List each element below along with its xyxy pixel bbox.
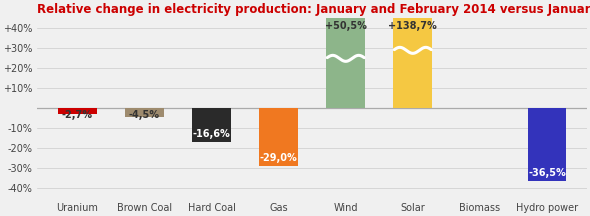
Bar bbox=[192, 108, 231, 141]
Text: +50,5%: +50,5% bbox=[324, 21, 366, 31]
Bar bbox=[527, 108, 566, 181]
Bar bbox=[394, 0, 432, 108]
Text: -2,7%: -2,7% bbox=[62, 110, 93, 120]
Text: Relative change in electricity production: January and February 2014 versus Janu: Relative change in electricity productio… bbox=[37, 3, 590, 16]
Text: -16,6%: -16,6% bbox=[193, 129, 231, 138]
Text: -29,0%: -29,0% bbox=[260, 153, 297, 163]
Bar bbox=[125, 108, 164, 117]
Text: +138,7%: +138,7% bbox=[388, 21, 437, 31]
Bar bbox=[58, 108, 97, 114]
Text: -4,5%: -4,5% bbox=[129, 110, 160, 120]
Bar bbox=[326, 7, 365, 108]
Bar bbox=[259, 108, 298, 166]
Text: -36,5%: -36,5% bbox=[528, 168, 566, 178]
